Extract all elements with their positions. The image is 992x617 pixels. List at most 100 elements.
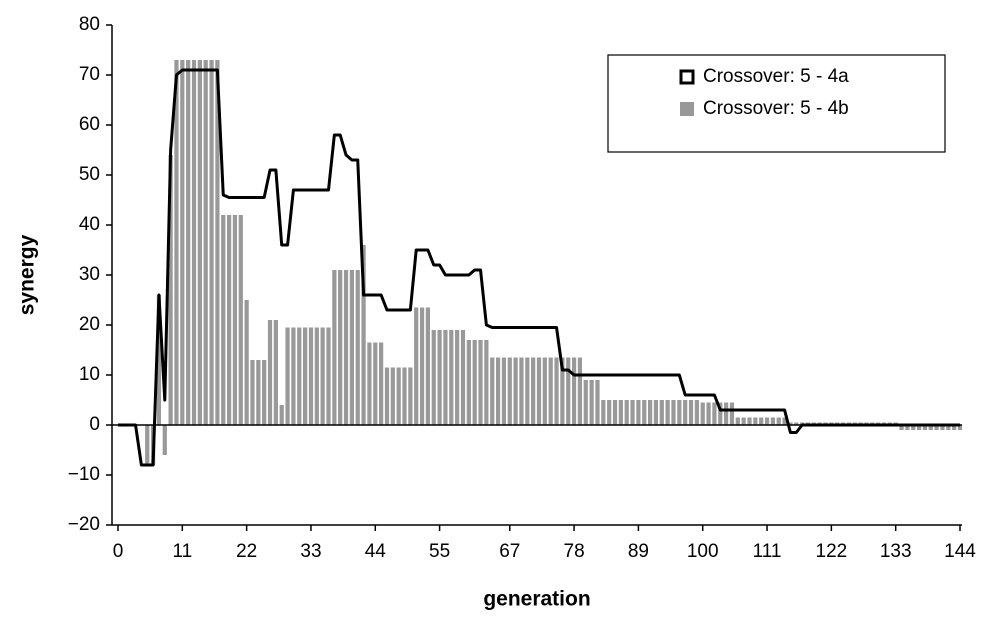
- bar: [168, 155, 173, 425]
- bar: [601, 400, 606, 425]
- bar: [659, 400, 664, 425]
- bar: [507, 357, 512, 425]
- bar: [776, 417, 781, 425]
- bar: [688, 400, 694, 425]
- bar: [764, 417, 770, 425]
- bar: [724, 402, 729, 425]
- y-axis-title: synergy: [16, 234, 39, 315]
- x-tick-label: 144: [944, 541, 976, 562]
- bar: [630, 400, 635, 425]
- bar: [916, 425, 922, 430]
- y-tick-label: 80: [79, 14, 100, 35]
- y-tick-label: 50: [79, 164, 100, 185]
- bar: [700, 402, 705, 425]
- bar: [402, 367, 407, 425]
- bar: [455, 330, 460, 425]
- y-tick-label: 20: [79, 314, 100, 335]
- bar: [536, 357, 542, 425]
- legend-swatch: [680, 102, 694, 116]
- bar: [560, 357, 565, 425]
- bar: [612, 400, 618, 425]
- bar: [554, 357, 559, 425]
- bar: [957, 425, 963, 430]
- bar: [548, 357, 553, 425]
- y-tick-label: 60: [79, 114, 100, 135]
- x-tick-label: 55: [429, 541, 450, 562]
- bar: [145, 425, 150, 465]
- bar: [946, 425, 951, 430]
- bar: [531, 357, 536, 425]
- bar: [156, 295, 162, 425]
- bar: [396, 367, 401, 425]
- bar: [326, 327, 331, 425]
- bar: [355, 270, 360, 425]
- bar: [250, 360, 255, 425]
- bar: [203, 60, 208, 425]
- y-tick-label: −10: [68, 464, 100, 485]
- legend-label: Crossover: 5 - 4b: [703, 98, 849, 119]
- line: [118, 68, 960, 467]
- bar: [244, 300, 249, 425]
- bar: [419, 307, 425, 425]
- y-tick-label: 40: [79, 214, 100, 235]
- x-tick-label: 44: [365, 541, 387, 562]
- bar: [332, 270, 337, 425]
- bar: [788, 422, 793, 425]
- bar: [899, 425, 904, 430]
- bar: [905, 425, 910, 430]
- bar: [232, 215, 238, 425]
- bar: [653, 400, 659, 425]
- bar: [414, 307, 419, 425]
- bar: [495, 357, 501, 425]
- bar: [273, 320, 278, 425]
- bar: [343, 270, 349, 425]
- bar: [794, 422, 799, 425]
- bar: [186, 60, 191, 425]
- x-tick-label: 100: [687, 541, 719, 562]
- y-tick-label: 0: [89, 414, 100, 435]
- bar: [566, 357, 571, 425]
- x-tick-label: 22: [236, 541, 257, 562]
- bar: [437, 330, 442, 425]
- legend-box: [607, 54, 946, 153]
- bar: [478, 340, 483, 425]
- bar: [361, 245, 366, 425]
- bar: [753, 417, 758, 425]
- bar: [718, 402, 723, 425]
- bar: [484, 340, 489, 425]
- bar: [338, 270, 343, 425]
- bar: [952, 425, 957, 430]
- bar: [741, 417, 746, 425]
- bar: [215, 60, 220, 425]
- bar: [314, 327, 319, 425]
- bar: [349, 270, 354, 425]
- bar: [238, 215, 243, 425]
- bar: [595, 380, 600, 425]
- bar: [431, 330, 436, 425]
- bar: [712, 402, 717, 425]
- bar: [320, 327, 325, 425]
- bar: [174, 60, 179, 425]
- bar: [466, 340, 471, 425]
- bar: [162, 425, 167, 455]
- bar: [308, 327, 314, 425]
- bar: [209, 60, 214, 425]
- bar: [694, 400, 699, 425]
- bar: [303, 327, 308, 425]
- legend-swatch: [679, 69, 695, 85]
- x-tick-label: 78: [564, 541, 585, 562]
- bar: [607, 400, 612, 425]
- x-tick-label: 33: [300, 541, 321, 562]
- bar: [501, 357, 507, 425]
- bar: [519, 357, 524, 425]
- bar: [636, 400, 641, 425]
- bar: [291, 327, 296, 425]
- bar: [262, 360, 267, 425]
- bar: [911, 425, 916, 430]
- bar: [384, 367, 390, 425]
- legend-label: Crossover: 5 - 4a: [703, 66, 849, 87]
- x-tick-label: 89: [628, 541, 649, 562]
- bar: [443, 330, 448, 425]
- bar: [197, 60, 202, 425]
